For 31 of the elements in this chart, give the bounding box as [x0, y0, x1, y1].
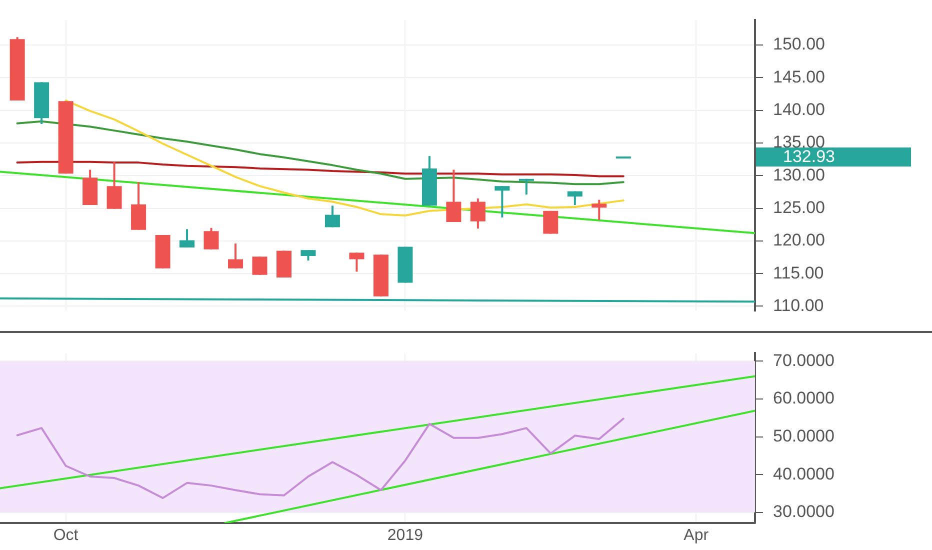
text: 132.93: [783, 147, 835, 166]
y-tick-label: 145.00: [773, 67, 825, 86]
candlestick: [446, 168, 462, 223]
candlestick: [252, 256, 268, 276]
candlestick: [180, 228, 195, 248]
candlestick: [349, 252, 364, 273]
y-tick-label: 150.00: [773, 34, 825, 54]
y-tick-label: 140.00: [773, 100, 825, 120]
y-tick-label: 110.00: [773, 296, 824, 315]
candlestick: [592, 198, 607, 222]
y-tick-label: 125.00: [773, 198, 825, 217]
y-tick-label: 60.0000: [773, 388, 834, 408]
y-tick-label: 40.0000: [773, 464, 834, 484]
candlestick: [518, 178, 534, 196]
y-tick-label: 130.00: [773, 165, 825, 184]
x-tick-label: Apr: [684, 527, 710, 544]
x-tick-label: 2019: [387, 527, 424, 544]
candlestick: [494, 185, 510, 218]
y-tick-label: 115.00: [773, 263, 824, 282]
candlestick: [204, 226, 219, 250]
y-tick-label: 30.0000: [773, 502, 834, 522]
candlestick: [300, 249, 316, 262]
candlestick: [324, 204, 340, 228]
candlestick: [106, 160, 122, 210]
y-tick-label: 50.0000: [773, 426, 834, 446]
y-tick-label: 70.0000: [773, 350, 834, 370]
candlestick: [470, 197, 486, 230]
y-tick-label: 120.00: [773, 230, 825, 250]
candlestick: [567, 190, 582, 206]
candlestick: [228, 242, 244, 270]
x-tick-label: Oct: [53, 527, 79, 544]
